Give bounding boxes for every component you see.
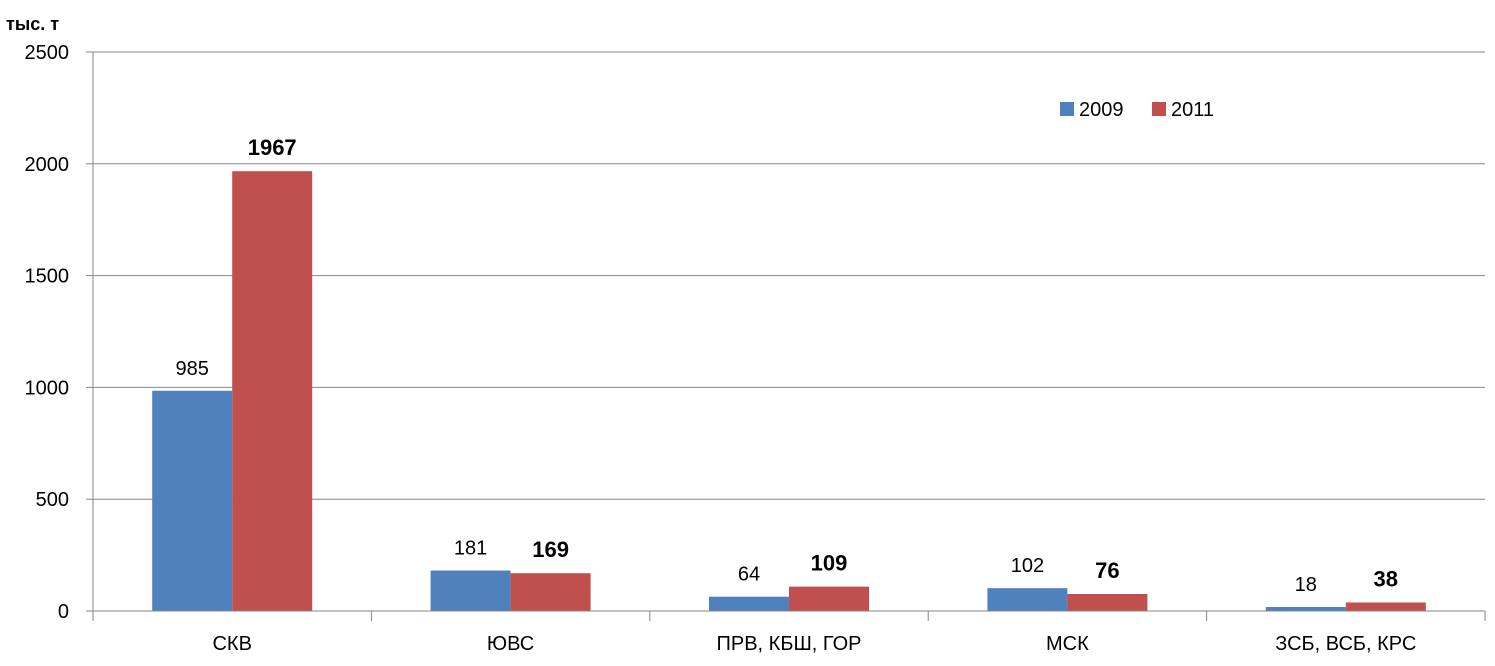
data-label-2009: 18 xyxy=(1295,574,1317,596)
y-tick-label: 2500 xyxy=(25,42,70,64)
y-axis-unit-label: тыс. т xyxy=(6,14,59,34)
y-tick-label: 500 xyxy=(36,489,69,511)
x-category-label: МСК xyxy=(1046,633,1089,655)
axes: 0 500 1000 1500 2000 2500 СКВ ЮВС ПРВ, КБШ, ГОР М… xyxy=(25,42,1486,655)
x-category-label: ЗСБ, ВСБ, КРС xyxy=(1275,633,1416,655)
bar-2009 xyxy=(1265,606,1346,611)
bar-2009 xyxy=(709,596,789,611)
y-tick-label: 1000 xyxy=(25,377,70,399)
legend-label-2009: 2009 xyxy=(1079,99,1124,121)
data-label-2009: 102 xyxy=(1011,555,1044,577)
data-label-2009: 985 xyxy=(176,358,209,380)
bars xyxy=(152,171,1426,611)
bar-2009 xyxy=(987,588,1068,611)
bar-2011 xyxy=(510,573,591,611)
data-label-2009: 64 xyxy=(738,564,760,586)
data-label-2011: 1967 xyxy=(248,135,297,160)
legend: 2009 2011 xyxy=(1060,99,1214,121)
data-label-2011: 109 xyxy=(811,551,848,576)
data-label-2011: 38 xyxy=(1374,567,1398,592)
y-tick-label: 2000 xyxy=(25,154,70,176)
bar-2011 xyxy=(789,586,869,611)
legend-swatch-2011 xyxy=(1152,102,1166,116)
bar-2011 xyxy=(1067,594,1148,611)
bar-2011 xyxy=(1345,602,1426,611)
bar-2009 xyxy=(430,570,511,611)
data-label-2011: 76 xyxy=(1095,558,1119,583)
y-tick-label: 0 xyxy=(58,601,69,623)
bar-2011 xyxy=(232,171,313,611)
data-labels: 985 181 64 102 18 1967 169 109 76 38 xyxy=(176,135,1399,596)
legend-label-2011: 2011 xyxy=(1171,99,1214,121)
data-label-2009: 181 xyxy=(454,538,487,560)
x-category-label: ПРВ, КБШ, ГОР xyxy=(717,633,862,655)
y-tick-label: 1500 xyxy=(25,266,70,288)
x-category-label: СКВ xyxy=(212,633,251,655)
data-label-2011: 169 xyxy=(532,537,569,562)
legend-swatch-2009 xyxy=(1060,102,1074,116)
bar-2009 xyxy=(152,390,233,611)
x-category-label: ЮВС xyxy=(487,633,534,655)
